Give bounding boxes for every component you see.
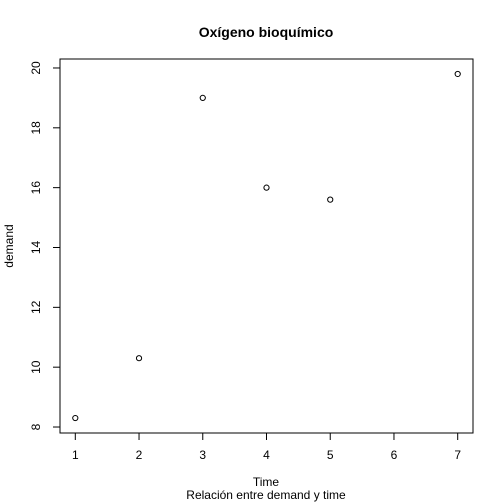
data-point [454, 70, 461, 78]
y-tick-label: 8 [29, 423, 43, 430]
x-tick-label: 5 [327, 448, 334, 462]
y-tick-label: 18 [29, 121, 43, 135]
y-tick-label: 12 [29, 300, 43, 314]
chart-subtitle: Relación entre demand y time [186, 488, 346, 502]
data-point [263, 184, 270, 191]
y-tick-label: 20 [29, 61, 43, 75]
data-point [199, 94, 206, 101]
x-tick-label: 2 [136, 448, 143, 462]
y-tick-label: 16 [29, 181, 43, 195]
y-tick-label: 10 [29, 360, 43, 374]
x-axis-label: Time [253, 475, 280, 489]
x-tick-label: 6 [391, 448, 398, 462]
x-tick-label: 7 [454, 448, 461, 462]
data-point [72, 414, 79, 422]
data-points [72, 70, 461, 422]
chart-title: Oxígeno bioquímico [199, 24, 334, 40]
data-point [327, 196, 334, 203]
y-axis: 8 10 12 14 16 18 20 [29, 61, 61, 430]
x-tick-label: 4 [263, 448, 270, 462]
plot-frame [59, 58, 474, 434]
y-tick-label: 14 [29, 241, 43, 255]
x-tick-label: 3 [199, 448, 206, 462]
data-point [135, 355, 143, 362]
x-axis: 1 2 3 4 5 6 7 [72, 432, 461, 462]
y-axis-label: demand [2, 224, 16, 267]
x-tick-label: 1 [72, 448, 79, 462]
